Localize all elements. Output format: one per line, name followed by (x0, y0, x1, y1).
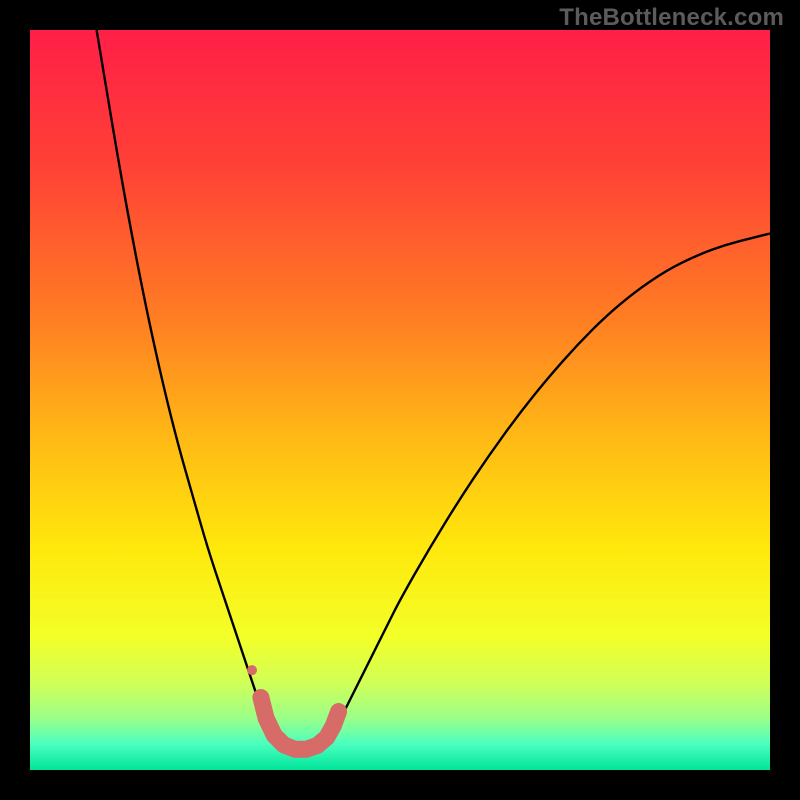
chart-root: TheBottleneck.com (0, 0, 800, 800)
highlight-isolated-dot (247, 665, 257, 675)
plot-svg (30, 30, 770, 770)
plot-area (30, 30, 770, 770)
gradient-background (30, 30, 770, 770)
watermark-text: TheBottleneck.com (559, 4, 784, 32)
